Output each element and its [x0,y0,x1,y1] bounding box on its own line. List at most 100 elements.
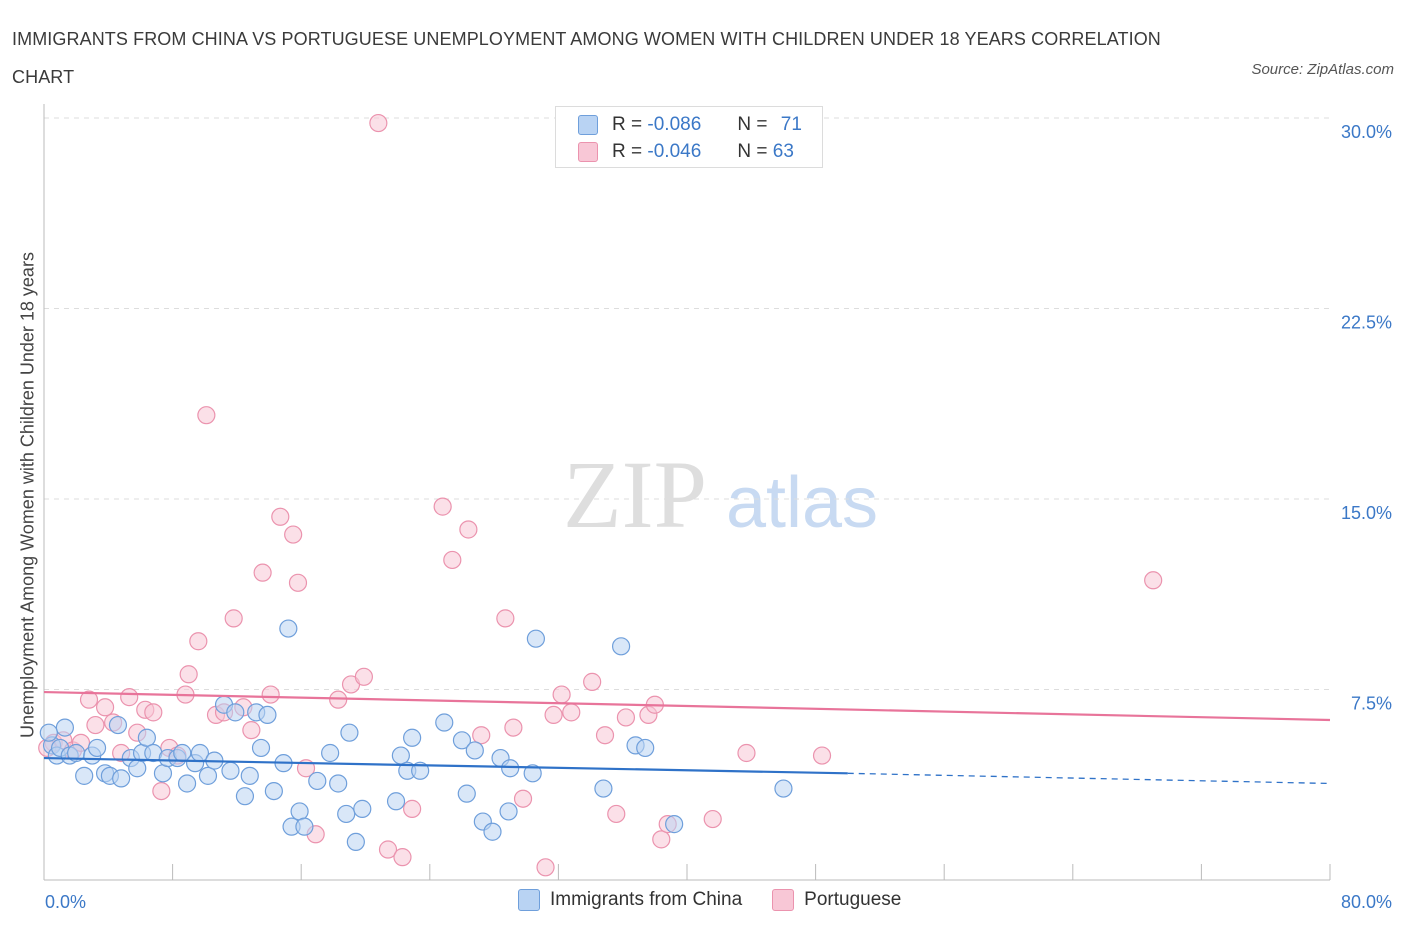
portuguese-point [443,550,462,570]
x-tick-label: 80.0% [1341,892,1392,912]
portuguese-point [403,799,422,818]
r-label: R = [612,114,643,135]
china-point [221,761,240,780]
china-point [594,779,613,798]
gridlines [44,117,1330,690]
china-point [340,723,359,742]
portuguese-point [737,743,756,763]
portuguese-point [144,703,163,722]
y-tick-label: 30.0% [1341,122,1392,142]
r-value: -0.046 [647,141,702,162]
china-point [665,815,684,834]
portuguese-point [1144,571,1163,590]
legend-row-china: R = -0.086 N = 71 [578,112,802,138]
china-swatch [578,115,598,135]
correlation-legend: R = -0.086 N = 71 R = -0.046 N = 63 [555,106,823,168]
china-point [137,728,156,747]
china-point [465,741,484,760]
portuguese-point [459,520,478,539]
china-point [240,766,259,785]
series-legend: Immigrants from China Portuguese [518,889,931,911]
portuguese-point [197,406,216,425]
china-point [391,746,410,765]
portuguese-point [189,632,208,651]
portuguese-point [607,804,626,824]
portuguese-point [616,708,636,727]
watermark-atlas: atlas [726,463,878,543]
n-value: 63 [772,141,794,162]
portuguese-point [224,609,243,628]
legend-row-portuguese: R = -0.046 N = 63 [578,139,794,165]
x-tick-label: 0.0% [45,892,86,912]
portuguese-point [271,507,290,526]
china-point [108,715,128,735]
portuguese-point [79,690,99,709]
watermark-zip: ZIP [563,441,707,548]
n-label: N = [737,141,768,162]
china-point [346,832,365,852]
portuguese-trend-line [43,690,1331,722]
y-tick-label: 7.5% [1351,694,1392,714]
china-point [258,705,277,725]
china-point [523,764,542,783]
china-trend-extension [847,772,1331,785]
portuguese-point [95,698,115,717]
portuguese-point [496,609,515,628]
legend-item-china[interactable]: Immigrants from China [518,889,742,911]
n-label: N = [737,114,768,135]
portuguese-point [393,848,412,867]
portuguese-point [595,726,615,745]
portuguese-point [504,718,523,737]
portuguese-point [583,672,602,691]
china-point [403,728,422,747]
china-point [198,766,218,785]
legend-item-portuguese[interactable]: Portuguese [772,889,901,911]
portuguese-point [369,113,388,133]
china-point [226,703,245,722]
china-point [279,619,298,638]
china-point [264,781,283,801]
portuguese-point [86,715,105,735]
portuguese-point [152,781,171,801]
china-point [774,779,793,798]
portuguese-point [354,667,373,686]
china-point [321,743,340,763]
portuguese-point [552,685,571,704]
china-point [435,713,454,732]
portuguese-point [652,830,671,849]
china-point [636,738,655,758]
y-tick-label: 22.5% [1341,313,1392,333]
china-point [75,766,94,785]
china-point [611,637,631,656]
china-swatch [518,889,540,911]
source-note: Source: ZipAtlas.com [1251,61,1394,78]
portuguese-swatch [772,889,795,911]
portuguese-point [288,573,308,592]
portuguese-point [378,840,398,859]
portuguese-point [812,746,832,765]
china-point [128,759,147,778]
legend-label-portuguese: Portuguese [804,889,902,910]
portuguese-swatch [578,142,598,162]
china-points [39,619,793,852]
china-point [55,718,74,737]
portuguese-point [179,665,198,684]
china-trend-line [43,756,848,775]
legend-label-china: Immigrants from China [550,889,743,910]
r-label: R = [612,141,643,162]
china-point [483,822,502,841]
r-value: -0.086 [647,114,702,135]
china-point [499,802,518,821]
china-point [337,804,356,824]
china-point [452,731,472,750]
china-point [526,629,545,648]
portuguese-point [562,703,581,722]
china-point [290,802,309,821]
portuguese-point [120,688,139,707]
portuguese-point [703,809,722,829]
portuguese-point [536,858,555,877]
portuguese-point [242,721,261,740]
china-point [87,738,107,758]
trend-lines [43,690,1331,785]
